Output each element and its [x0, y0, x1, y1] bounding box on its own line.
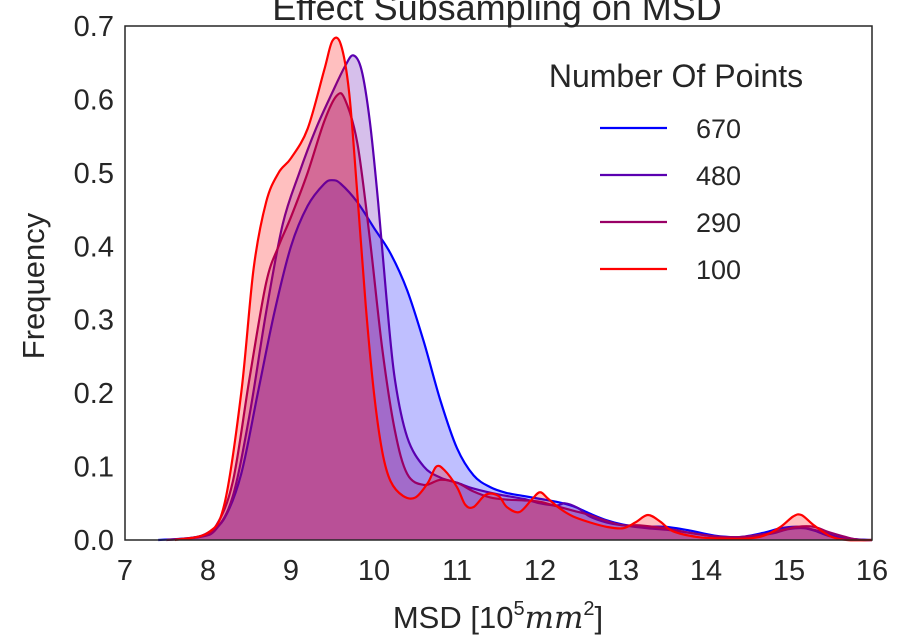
series-line-290: [166, 92, 873, 542]
legend-label-100: 100: [696, 255, 741, 285]
plot-frame: [124, 25, 873, 541]
x-tick-label: 12: [524, 555, 556, 587]
x-axis-label-exp: 5: [513, 598, 524, 620]
x-axis-label-unit-exp: 2: [583, 598, 594, 620]
y-tick-label: 0.6: [74, 84, 114, 116]
x-tick-label: 14: [690, 555, 722, 587]
y-tick-label: 0.2: [74, 378, 114, 410]
legend: Number Of Points 670 480 290 100: [549, 58, 803, 285]
series-line-100: [174, 36, 873, 542]
x-axis-label-unit: mm: [525, 600, 584, 636]
y-tick-label: 0.1: [74, 452, 114, 484]
y-axis-label: Frequency: [16, 212, 51, 359]
x-tick-label: 10: [358, 555, 390, 587]
x-axis-label-close: ]: [595, 600, 604, 635]
y-tick-label: 0.4: [74, 231, 114, 263]
x-axis-label: MSD [105mm2]: [393, 598, 603, 636]
series-area-100: [174, 37, 873, 541]
y-tick-label: 0.3: [74, 305, 114, 337]
x-tick-label: 7: [117, 555, 133, 587]
x-axis-label-prefix: MSD [10: [393, 600, 514, 635]
y-tick-label: 0.7: [74, 11, 114, 43]
x-tick-label: 13: [607, 555, 639, 587]
legend-label-670: 670: [696, 114, 741, 144]
x-tick-label: 15: [773, 555, 805, 587]
series-area-290: [166, 93, 872, 541]
x-tick-label: 16: [856, 555, 888, 587]
legend-label-290: 290: [696, 208, 741, 238]
x-tick-label: 9: [283, 555, 299, 587]
chart-title: Effect Subsampling on MSD: [272, 0, 722, 28]
series-area-480: [166, 55, 872, 541]
x-tick-label: 11: [442, 555, 472, 587]
y-tick-label: 0.5: [74, 158, 114, 190]
legend-label-480: 480: [696, 161, 741, 191]
legend-title: Number Of Points: [549, 58, 803, 94]
x-tick-label: 8: [200, 555, 216, 587]
y-tick-label: 0.0: [74, 525, 114, 557]
series-area-670: [158, 180, 872, 540]
